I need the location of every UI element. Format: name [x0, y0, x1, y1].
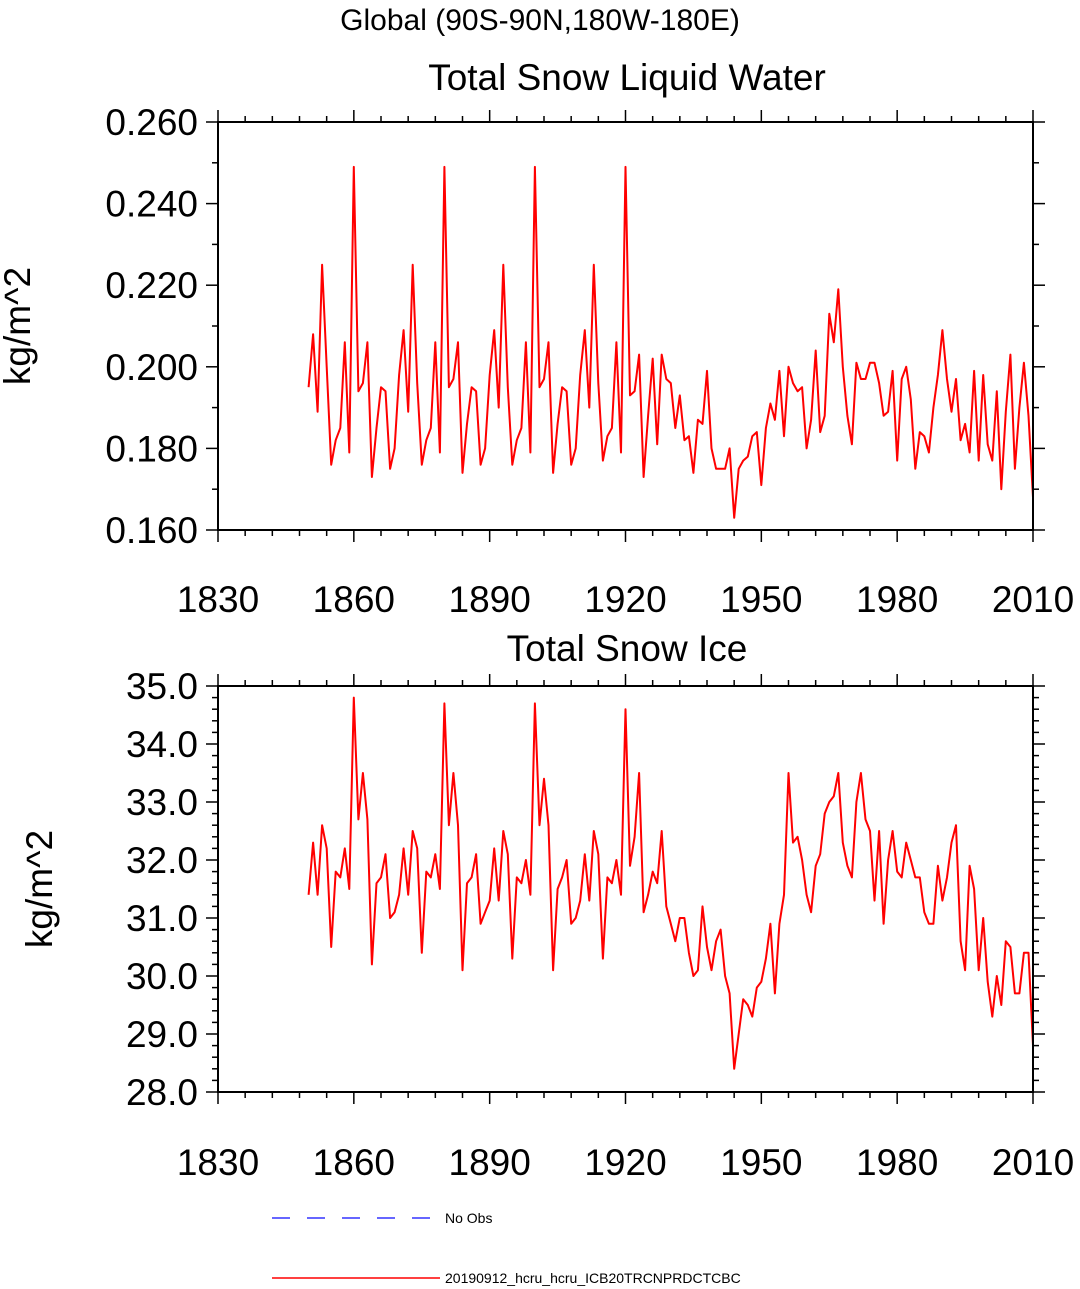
- legend-entry-no-obs: No Obs: [272, 1210, 492, 1226]
- x-tick-label: 2010: [992, 579, 1074, 620]
- series-layer: [307, 165, 1034, 519]
- x-tick-label: 1920: [584, 579, 666, 620]
- series-line: [307, 696, 1034, 1070]
- y-axis-label: kg/m^2: [0, 267, 38, 385]
- x-tick-label: 1980: [856, 579, 938, 620]
- x-tick-label: 1830: [177, 579, 259, 620]
- legend-entry-model: 20190912_hcru_hcru_ICB20TRCNPRDCTCBC: [272, 1270, 741, 1286]
- figure-title: Global (90S-90N,180W-180E): [340, 4, 740, 37]
- chart-title: Total Snow Ice: [507, 628, 748, 669]
- series-line: [307, 165, 1034, 519]
- legend-label: 20190912_hcru_hcru_ICB20TRCNPRDCTCBC: [445, 1270, 741, 1286]
- x-tick-label: 1860: [313, 579, 395, 620]
- plot-frame: [217, 121, 1034, 531]
- axis-tick-labels: 1830 1860 1890 1920 1950 1980 2010 0.160 0.180 0.…: [105, 102, 1074, 620]
- y-tick-label: 32.0: [126, 840, 198, 881]
- y-tick-label: 0.240: [105, 184, 198, 225]
- y-tick-label: 0.180: [105, 428, 198, 469]
- y-tick-label: 0.200: [105, 347, 198, 388]
- y-tick-label: 35.0: [126, 666, 198, 707]
- series-layer: [307, 696, 1034, 1070]
- x-tick-label: 1950: [720, 1142, 802, 1183]
- plot-frame: [217, 685, 1034, 1093]
- chart-panel-snow-ice: Total Snow Ice kg/m^2 1830 1860 1890 1920 19…: [19, 628, 1074, 1183]
- y-tick-label: 29.0: [126, 1014, 198, 1055]
- x-tick-label: 1980: [856, 1142, 938, 1183]
- chart-panel-snow-liquid-water: Total Snow Liquid Water kg/m^2 1830 1860 1…: [0, 57, 1074, 620]
- legend: No Obs 20190912_hcru_hcru_ICB20TRCNPRDCT…: [272, 1210, 741, 1286]
- x-tick-label: 1890: [449, 1142, 531, 1183]
- y-tick-label: 30.0: [126, 956, 198, 997]
- y-tick-label: 0.160: [105, 510, 198, 551]
- chart-title: Total Snow Liquid Water: [428, 57, 826, 98]
- y-tick-label: 0.260: [105, 102, 198, 143]
- x-tick-label: 1830: [177, 1142, 259, 1183]
- y-tick-label: 31.0: [126, 898, 198, 939]
- x-tick-label: 1890: [449, 579, 531, 620]
- y-tick-label: 0.220: [105, 265, 198, 306]
- y-axis-label: kg/m^2: [19, 830, 60, 948]
- x-tick-label: 1920: [584, 1142, 666, 1183]
- legend-label: No Obs: [445, 1210, 492, 1226]
- axis-tick-labels: 1830 1860 1890 1920 1950 1980 2010 28.0 29.0 30.0…: [126, 666, 1074, 1183]
- x-tick-label: 1950: [720, 579, 802, 620]
- y-tick-label: 28.0: [126, 1072, 198, 1113]
- y-tick-label: 33.0: [126, 782, 198, 823]
- x-tick-label: 2010: [992, 1142, 1074, 1183]
- y-tick-label: 34.0: [126, 724, 198, 765]
- x-tick-label: 1860: [313, 1142, 395, 1183]
